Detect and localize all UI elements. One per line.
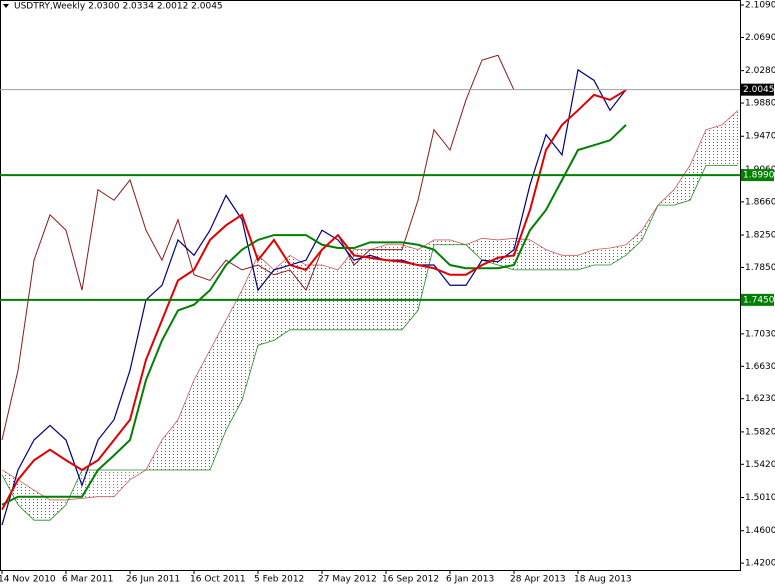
cloud-segment [2,469,18,505]
cloud-segment [498,238,514,270]
cloud-segment [722,110,738,166]
chart-title: USDTRY,Weekly 2.0300 2.0334 2.0012 2.004… [14,2,223,12]
cloud-segment [546,249,562,270]
y-tick-label: 1.6630 [745,362,775,372]
x-tick-label: 16 Oct 2011 [190,575,246,585]
y-tick-label: 1.7850 [745,263,775,273]
cloud-segment [578,249,594,270]
cloud-segment [482,238,498,266]
y-tick-label: 1.9880 [745,99,775,109]
level-label-bg [741,83,774,96]
cloud-segment [466,238,482,261]
x-tick-label: 18 Aug 2013 [574,575,632,585]
cloud-segment [386,244,402,330]
y-tick-label: 2.0280 [745,66,775,76]
y-tick-label: 2.0690 [745,33,775,43]
x-tick-label: 14 Nov 2010 [0,575,56,585]
cloud-segment [626,230,642,256]
cloud-segment [210,320,226,470]
cloud-segment [706,124,722,166]
cloud-segment [50,499,66,521]
level-label-bg [741,293,774,306]
level-label: 1.8990 [743,171,775,181]
cloud-segment [226,290,242,431]
cloud-segment [306,265,322,330]
x-tick-label: 6 Mar 2011 [62,575,113,585]
cloud-segment [18,479,34,521]
x-tick-label: 27 May 2012 [318,575,377,585]
y-tick-label: 1.8250 [745,231,775,241]
cloud-segment [290,255,306,330]
cloud-segment [594,248,610,266]
y-tick-label: 2.1090 [745,1,775,11]
cloud-segment [322,265,338,330]
cloud-segment [354,249,370,330]
cloud-segment [690,129,706,201]
x-tick-label: 16 Sep 2012 [382,575,439,585]
cloud-segment [194,350,210,470]
cloud-segment [338,249,354,330]
y-tick-label: 1.4600 [745,526,775,536]
cloud-segment [274,255,290,341]
cloud-segment [178,380,194,470]
cloud-segment [98,469,114,497]
y-tick-label: 1.5010 [745,493,775,503]
x-tick-label: 28 Apr 2013 [510,575,566,585]
cloud-segment [370,244,386,330]
senkou-b-line [1,165,738,521]
cloud-segment [114,469,130,497]
chikou-line [1,54,515,441]
menu-arrow [3,4,9,8]
cloud-segment [402,244,418,330]
x-tick-label: 5 Feb 2012 [254,575,304,585]
cloud-segment [610,244,626,266]
x-tick-label: 26 Jun 2011 [126,575,180,585]
cloud-segment [514,238,530,270]
kijun-line [1,124,627,506]
cloud-segment [242,255,258,401]
tenkan-line [1,89,627,511]
level-label: 2.0045 [743,85,775,95]
y-tick-label: 1.4200 [745,559,775,569]
y-tick-label: 1.5820 [745,427,775,437]
plot [1,54,739,526]
y-tick-label: 1.7030 [745,329,775,339]
y-tick-label: 1.6230 [745,394,775,404]
y-tick-label: 1.9470 [745,132,775,142]
price-line [1,68,627,526]
cloud-segment [562,255,578,270]
x-tick-label: 6 Jan 2013 [446,575,494,585]
level-label: 1.7450 [743,295,775,305]
cloud-segment [434,239,450,245]
y-tick-label: 1.5420 [745,460,775,470]
y-tick-label: 1.8660 [745,197,775,207]
cloud-segment [162,419,178,470]
level-label-bg [741,169,774,182]
